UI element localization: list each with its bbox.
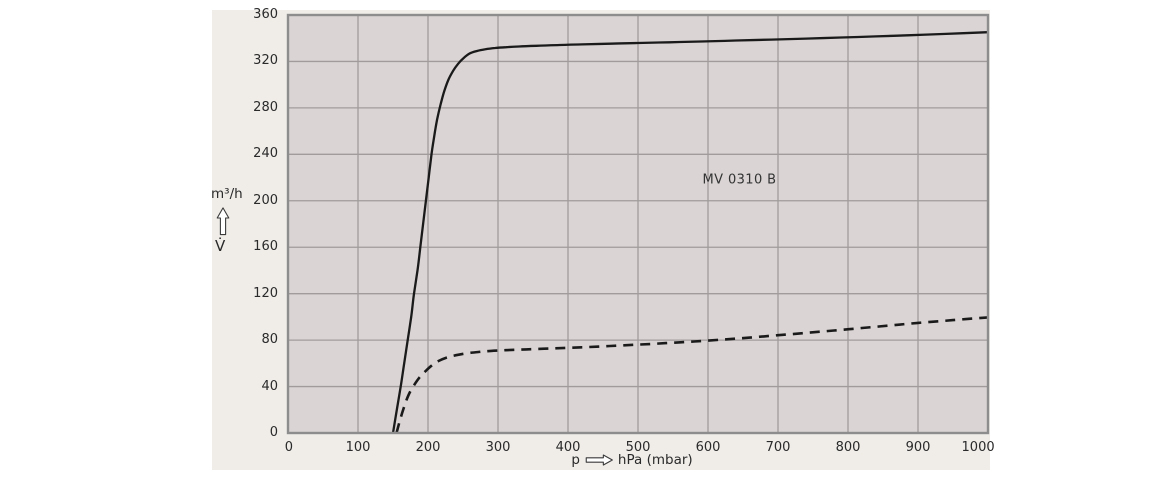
curve-suction-capacity-solid [391, 31, 989, 434]
x-tick-label: 900 [905, 440, 931, 455]
x-tick-label: 400 [555, 440, 581, 455]
series-annotation: MV 0310 B [702, 172, 777, 188]
x-tick-label: 300 [485, 440, 511, 455]
y-tick-label: 280 [253, 99, 278, 115]
y-axis-unit-label: m³/h [211, 186, 243, 202]
x-tick-label: 800 [835, 440, 861, 455]
x-tick-label: 700 [765, 440, 791, 455]
x-axis-symbol: p [571, 452, 580, 468]
y-tick-label: 80 [261, 332, 278, 348]
right-arrow-icon [585, 454, 613, 466]
y-tick-label: 200 [253, 192, 278, 208]
x-tick-label: 1000 [961, 440, 995, 455]
y-tick-label: 40 [261, 378, 278, 394]
x-tick-label: 200 [415, 440, 441, 455]
x-tick-label: 0 [284, 440, 293, 455]
curve-suction-capacity-dashed [395, 316, 989, 434]
x-tick-label: 100 [345, 440, 371, 455]
y-tick-label: 160 [253, 239, 278, 255]
up-arrow-icon [216, 207, 230, 236]
x-axis-label: p hPa (mbar) [571, 452, 692, 468]
x-axis-unit: hPa (mbar) [617, 452, 693, 468]
x-tick-label: 600 [695, 440, 721, 455]
y-tick-label: 360 [253, 7, 278, 22]
y-tick-label: 240 [253, 146, 278, 162]
y-tick-label: 0 [269, 425, 278, 440]
y-tick-label: 320 [253, 53, 278, 69]
plot-border [286, 13, 990, 435]
y-axis-symbol: V̇ [215, 237, 226, 255]
x-tick-label: 500 [625, 440, 651, 455]
y-tick-label: 120 [253, 285, 278, 301]
